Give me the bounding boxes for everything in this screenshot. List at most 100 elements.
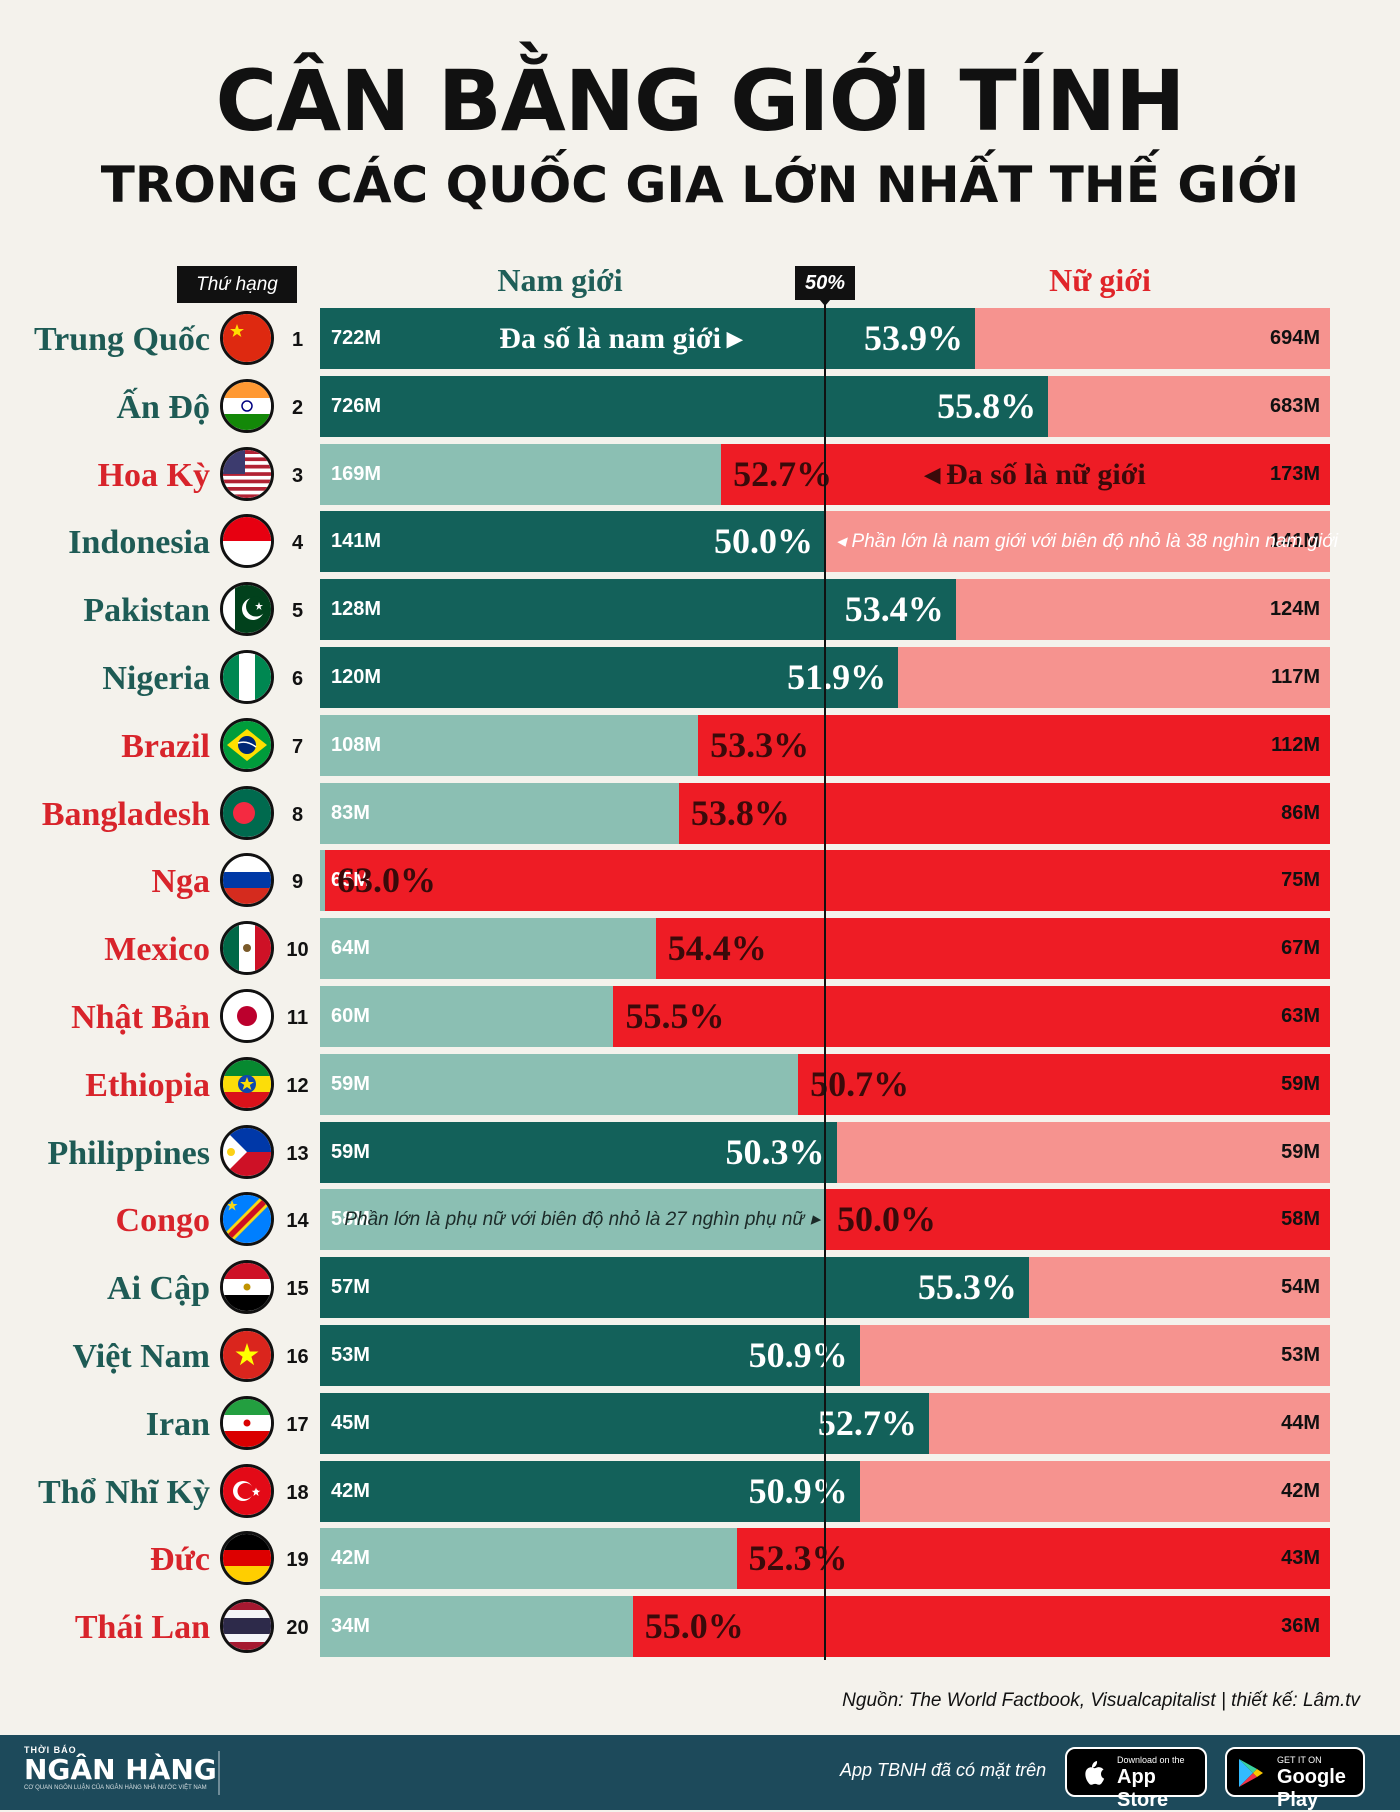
majority-percent: 50.0% bbox=[837, 1199, 936, 1240]
male-count: 42M bbox=[331, 1479, 370, 1502]
app-store-button[interactable]: Download on the App Store bbox=[1065, 1747, 1207, 1811]
male-count: 42M bbox=[331, 1547, 370, 1570]
chart-row-19[interactable]: Đức 19 42M 43M 52.3% bbox=[0, 1528, 1400, 1592]
male-header: Nam giới bbox=[497, 262, 623, 298]
majority-percent: 55.8% bbox=[937, 385, 1037, 426]
male-count: 722M bbox=[331, 327, 382, 349]
russia-flag-icon bbox=[220, 853, 274, 908]
majority-percent: 50.3% bbox=[725, 1131, 825, 1172]
chart-row-11[interactable]: Nhật Bản 11 60M 63M 55.5% bbox=[0, 986, 1400, 1050]
female-count: 42M bbox=[1281, 1479, 1320, 1502]
chart-row-1[interactable]: Trung Quốc 1 722M 694M 53.9% bbox=[0, 308, 1400, 372]
footer-divider bbox=[218, 1751, 220, 1795]
rank-number: 14 bbox=[286, 1210, 309, 1233]
chart-row-17[interactable]: Iran 17 45M 44M 52.7% bbox=[0, 1392, 1400, 1457]
annotation-text: Đa số là nam giới bbox=[499, 322, 721, 355]
female-count: 117M bbox=[1271, 666, 1320, 688]
google-play-button[interactable]: GET IT ON Google Play bbox=[1225, 1747, 1365, 1811]
chart-row-9[interactable]: Nga 9 65M 75M 63.0% bbox=[0, 850, 1400, 914]
male-count: 169M bbox=[331, 462, 382, 485]
google-play-icon bbox=[1239, 1759, 1263, 1787]
majority-percent: 53.8% bbox=[690, 792, 790, 833]
male-bar bbox=[320, 443, 722, 505]
chart-row-10[interactable]: Mexico 10 64M 67M 54.4% bbox=[0, 918, 1400, 982]
chart-row-3[interactable]: Hoa Kỳ 3 169M 173M 52.7% bbox=[0, 443, 1400, 508]
rank-number: 5 bbox=[291, 600, 304, 623]
annotation-text: Đa số là nữ giới bbox=[946, 457, 1146, 491]
country-label: Nga bbox=[151, 863, 210, 901]
china-flag-icon bbox=[220, 311, 274, 365]
annotation-3: ◂ Phần lớn là nam giới với biên độ nhỏ là… bbox=[836, 511, 1338, 572]
arrow-left-icon: ◂ bbox=[836, 531, 846, 553]
male-count: 64M bbox=[331, 937, 370, 960]
male-bar bbox=[320, 1528, 737, 1590]
chart-row-14[interactable]: Congo 14 58M 58M 50.0% bbox=[0, 1189, 1400, 1253]
chart-row-13[interactable]: Philippines 13 59M 59M 50.3% bbox=[0, 1121, 1400, 1186]
chart-row-6[interactable]: Nigeria 6 120M 117M 51.9% bbox=[0, 647, 1400, 711]
female-count: 173M bbox=[1269, 462, 1320, 485]
majority-percent: 52.7% bbox=[733, 453, 833, 494]
rank-number: 17 bbox=[286, 1413, 309, 1436]
country-label: Congo bbox=[115, 1202, 210, 1240]
country-label: Indonesia bbox=[68, 524, 210, 562]
female-bar bbox=[325, 850, 1330, 912]
iran-flag-icon bbox=[220, 1395, 274, 1450]
female-bar bbox=[721, 443, 1330, 505]
rank-number: 6 bbox=[291, 668, 304, 690]
rank-number: 7 bbox=[291, 735, 304, 758]
female-bar bbox=[859, 1460, 1330, 1522]
female-bar bbox=[955, 579, 1330, 641]
congo-flag-icon bbox=[220, 1192, 274, 1247]
chart-row-5[interactable]: Pakistan 5 128M 124M 53.4% bbox=[0, 579, 1400, 643]
male-count: 83M bbox=[331, 801, 370, 824]
chart-row-8[interactable]: Bangladesh 8 83M 86M 53.8% bbox=[0, 782, 1400, 847]
chart-row-2[interactable]: Ấn Độ 2 726M 683M 55.8% bbox=[0, 375, 1400, 440]
female-count: 36M bbox=[1281, 1615, 1320, 1638]
chart-row-15[interactable]: Ai Cập 15 57M 54M 55.3% bbox=[0, 1257, 1400, 1321]
brand-logo[interactable]: THỜI BÁO NGÂN HÀNG CƠ QUAN NGÔN LUẬN CỦA… bbox=[24, 1745, 217, 1791]
majority-percent: 53.3% bbox=[710, 724, 810, 765]
female-count: 43M bbox=[1281, 1547, 1320, 1570]
country-label: Trung Quốc bbox=[33, 321, 210, 358]
chart-row-20[interactable]: Thái Lan 20 34M 36M 55.0% bbox=[0, 1596, 1400, 1660]
female-bar bbox=[678, 782, 1330, 844]
male-count: 45M bbox=[331, 1411, 370, 1434]
rank-number: 13 bbox=[286, 1142, 309, 1165]
country-label: Thổ Nhĩ Kỳ bbox=[38, 1473, 210, 1511]
female-count: 59M bbox=[1281, 1140, 1320, 1163]
majority-percent: 53.9% bbox=[864, 318, 963, 358]
chart-row-16[interactable]: Việt Nam 16 53M 53M 50.9% bbox=[0, 1325, 1400, 1389]
majority-percent: 50.0% bbox=[714, 521, 813, 562]
majority-percent: 55.5% bbox=[625, 996, 725, 1036]
country-label: Philippines bbox=[47, 1134, 210, 1172]
male-bar bbox=[320, 579, 956, 641]
footer: THỜI BÁO NGÂN HÀNG CƠ QUAN NGÔN LUẬN CỦA… bbox=[0, 1735, 1400, 1811]
germany-flag-icon bbox=[220, 1531, 274, 1586]
female-count: 58M bbox=[1281, 1208, 1320, 1231]
rank-number: 12 bbox=[286, 1074, 309, 1097]
male-count: 128M bbox=[331, 598, 382, 621]
male-count: 726M bbox=[331, 394, 382, 417]
female-bar bbox=[798, 1053, 1330, 1115]
female-count: 124M bbox=[1269, 598, 1320, 621]
chart-row-7[interactable]: Brazil 7 108M 112M 53.3% bbox=[0, 714, 1400, 779]
female-header: Nữ giới bbox=[1049, 262, 1151, 298]
country-label: Iran bbox=[145, 1405, 210, 1443]
nigeria-flag-icon bbox=[220, 650, 274, 704]
chart-row-4[interactable]: Indonesia 4 141M 141M 50.0% bbox=[0, 511, 1400, 575]
bangladesh-flag-icon bbox=[220, 785, 274, 840]
rank-number: 3 bbox=[291, 464, 304, 487]
rank-number: 2 bbox=[291, 396, 304, 419]
mexico-flag-icon bbox=[220, 921, 274, 976]
egypt-flag-icon bbox=[220, 1260, 274, 1315]
female-count: 54M bbox=[1281, 1276, 1320, 1299]
female-count: 112M bbox=[1271, 733, 1320, 756]
male-bar bbox=[320, 918, 656, 980]
chart-row-12[interactable]: Ethiopia 12 59M 59M 50.7% bbox=[0, 1053, 1400, 1118]
appstore-small-text: Download on the bbox=[1117, 1755, 1185, 1765]
rank-header: Thứ hạng bbox=[177, 266, 297, 303]
chart-row-18[interactable]: Thổ Nhĩ Kỳ 18 42M 42M 50.9% bbox=[0, 1460, 1400, 1525]
logo-name: NGÂN HÀNG bbox=[24, 1753, 217, 1786]
male-count: 57M bbox=[331, 1276, 370, 1299]
majority-percent: 63.0% bbox=[337, 860, 436, 901]
